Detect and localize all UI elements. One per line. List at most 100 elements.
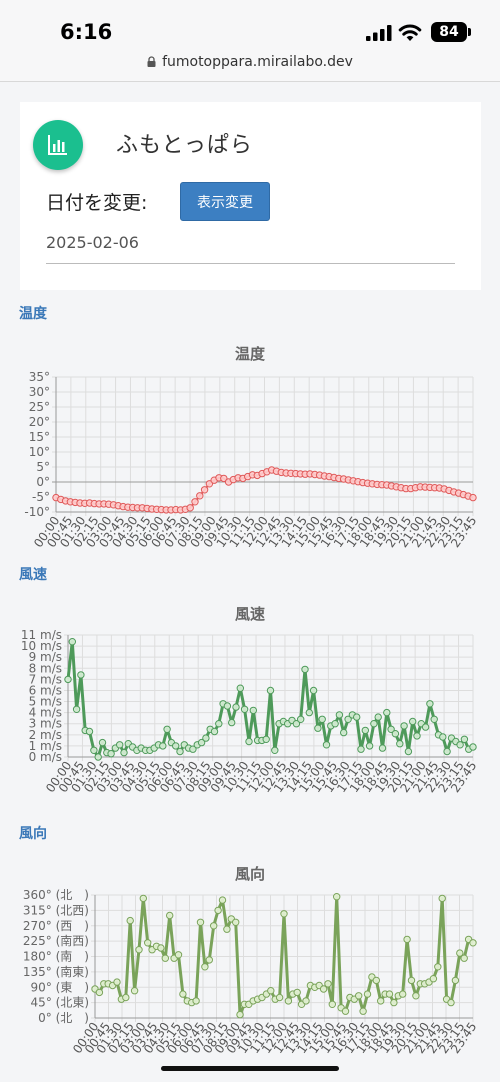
data-point[interactable] [159,742,167,750]
data-point[interactable] [157,944,165,952]
data-point[interactable] [387,725,395,734]
data-point[interactable] [275,993,284,1002]
data-point[interactable] [122,993,130,1002]
data-point[interactable] [400,722,408,730]
data-point[interactable] [359,1007,367,1015]
data-point[interactable] [301,665,309,674]
data-point[interactable] [333,893,341,901]
data-point[interactable] [391,730,400,738]
data-point[interactable] [196,492,204,500]
data-point[interactable] [456,741,464,749]
data-point[interactable] [116,741,124,749]
data-point[interactable] [355,992,363,1000]
data-point[interactable] [426,700,434,708]
data-point[interactable] [210,922,218,930]
data-point[interactable] [469,493,477,502]
data-point[interactable] [186,504,194,512]
data-point[interactable] [163,725,171,734]
data-point[interactable] [215,720,223,728]
data-point[interactable] [374,713,382,721]
date-input[interactable]: 2025-02-06 [46,233,139,252]
data-point[interactable] [372,976,380,985]
data-point[interactable] [328,1000,336,1009]
data-point[interactable] [94,753,102,761]
data-point[interactable] [385,990,394,998]
data-point[interactable] [413,732,421,740]
data-point[interactable] [98,738,107,747]
data-point[interactable] [166,911,174,920]
data-point[interactable] [210,727,219,736]
data-point[interactable] [201,963,209,971]
data-point[interactable] [331,720,339,728]
data-point[interactable] [335,711,344,719]
data-point[interactable] [469,743,477,751]
data-point[interactable] [456,949,464,957]
data-point[interactable] [214,906,222,915]
data-point[interactable] [370,720,378,728]
address-bar[interactable]: fumotoppara.mirailabo.dev [0,54,500,70]
data-point[interactable] [378,744,387,752]
data-point[interactable] [460,954,468,962]
data-point[interactable] [430,715,438,724]
data-point[interactable] [245,737,253,746]
data-point[interactable] [196,918,205,927]
data-point[interactable] [174,951,183,959]
data-point[interactable] [403,935,411,944]
data-point[interactable] [344,715,352,724]
data-point[interactable] [365,742,374,750]
data-point[interactable] [192,997,200,1005]
data-point[interactable] [72,705,81,714]
data-point[interactable] [383,708,391,717]
data-point[interactable] [197,738,206,747]
data-point[interactable] [447,998,455,1007]
data-point[interactable] [271,746,279,755]
data-point[interactable] [202,734,210,742]
data-point[interactable] [191,498,199,506]
data-point[interactable] [139,894,148,903]
data-point[interactable] [353,713,361,721]
data-point[interactable] [407,976,416,985]
data-point[interactable] [262,735,270,744]
data-point[interactable] [302,997,310,1005]
data-point[interactable] [309,686,318,695]
data-point[interactable] [469,939,477,947]
data-point[interactable] [77,671,85,679]
data-point[interactable] [236,684,245,692]
data-point[interactable] [135,946,143,954]
data-point[interactable] [421,723,430,731]
data-point[interactable] [218,896,227,904]
data-point[interactable] [284,997,293,1005]
data-point[interactable] [172,742,180,750]
data-point[interactable] [68,638,77,646]
data-point[interactable] [249,706,258,715]
data-point[interactable] [205,480,214,488]
data-point[interactable] [297,715,305,724]
data-point[interactable] [120,748,128,757]
data-point[interactable] [85,727,94,736]
data-point[interactable] [232,703,240,711]
data-point[interactable] [220,474,228,483]
data-point[interactable] [232,918,240,927]
data-point[interactable] [223,702,232,710]
data-point[interactable] [267,987,275,995]
data-point[interactable] [179,990,187,998]
data-point[interactable] [404,747,413,756]
data-point[interactable] [439,733,447,741]
data-point[interactable] [429,975,438,983]
show-change-button[interactable]: 表示変更 [180,182,270,221]
data-point[interactable] [443,747,451,756]
data-point[interactable] [314,724,322,732]
data-point[interactable] [409,717,417,726]
data-point[interactable] [460,735,469,744]
data-point[interactable] [223,925,231,933]
data-point[interactable] [341,1007,350,1015]
data-point[interactable] [64,675,72,684]
data-point[interactable] [434,963,442,971]
data-point[interactable] [319,985,328,993]
data-point[interactable] [361,726,369,735]
data-point[interactable] [305,708,313,717]
data-point[interactable] [205,956,214,964]
data-point[interactable] [189,745,197,753]
data-point[interactable] [113,978,121,986]
data-point[interactable] [357,745,365,753]
